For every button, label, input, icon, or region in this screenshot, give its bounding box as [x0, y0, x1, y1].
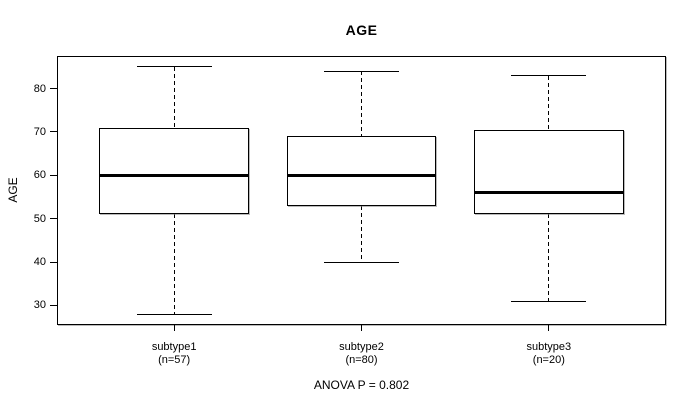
y-tick-mark: [50, 88, 57, 90]
group-label-subtype2: subtype2 (n=80): [287, 341, 437, 366]
y-tick-label: 60: [33, 169, 46, 182]
median-line-subtype2: [286, 173, 437, 177]
boxplot-box-subtype3: [473, 129, 624, 215]
upper-whisker-cap-subtype2: [324, 70, 399, 72]
y-tick-mark: [50, 261, 57, 263]
anova-annotation: ANOVA P = 0.802: [313, 378, 410, 392]
group-n-label: (n=57): [158, 353, 191, 366]
x-tick-mark: [548, 325, 550, 331]
upper-whisker-cap-subtype1: [136, 66, 212, 68]
group-name: subtype2: [339, 341, 384, 353]
y-tick-mark: [50, 218, 57, 220]
upper-whisker-line-subtype2: [361, 71, 362, 137]
lower-whisker-cap-subtype1: [136, 313, 212, 315]
lower-whisker-line-subtype3: [548, 214, 550, 302]
lower-whisker-cap-subtype2: [324, 261, 399, 263]
x-tick-mark: [361, 325, 362, 331]
group-name: subtype1: [151, 341, 197, 353]
y-tick-label: 70: [33, 125, 46, 138]
group-n-label: (n=80): [345, 353, 378, 366]
upper-whisker-cap-subtype3: [511, 75, 587, 77]
median-line-subtype1: [99, 173, 250, 177]
lower-whisker-cap-subtype3: [511, 300, 587, 302]
y-tick-label: 30: [33, 299, 46, 312]
lower-whisker-line-subtype2: [361, 205, 362, 262]
boxplot-box-subtype1: [99, 127, 250, 215]
y-tick-label: 80: [33, 82, 46, 95]
y-tick-label: 50: [33, 212, 46, 225]
chart-title: AGE: [345, 22, 378, 38]
boxplot-box-subtype2: [286, 136, 437, 206]
group-label-subtype3: subtype3 (n=20): [474, 341, 624, 366]
x-tick-mark: [173, 325, 175, 331]
median-line-subtype3: [473, 191, 624, 195]
group-n-label: (n=20): [532, 353, 565, 366]
upper-whisker-line-subtype3: [548, 75, 550, 130]
group-label-subtype1: subtype1 (n=57): [99, 341, 249, 366]
y-tick-mark: [50, 174, 57, 176]
group-name: subtype3: [526, 341, 572, 353]
y-tick-mark: [50, 304, 57, 306]
y-tick-label: 40: [33, 256, 46, 269]
y-tick-mark: [50, 131, 57, 133]
lower-whisker-line-subtype1: [173, 214, 175, 315]
upper-whisker-line-subtype1: [173, 66, 175, 128]
